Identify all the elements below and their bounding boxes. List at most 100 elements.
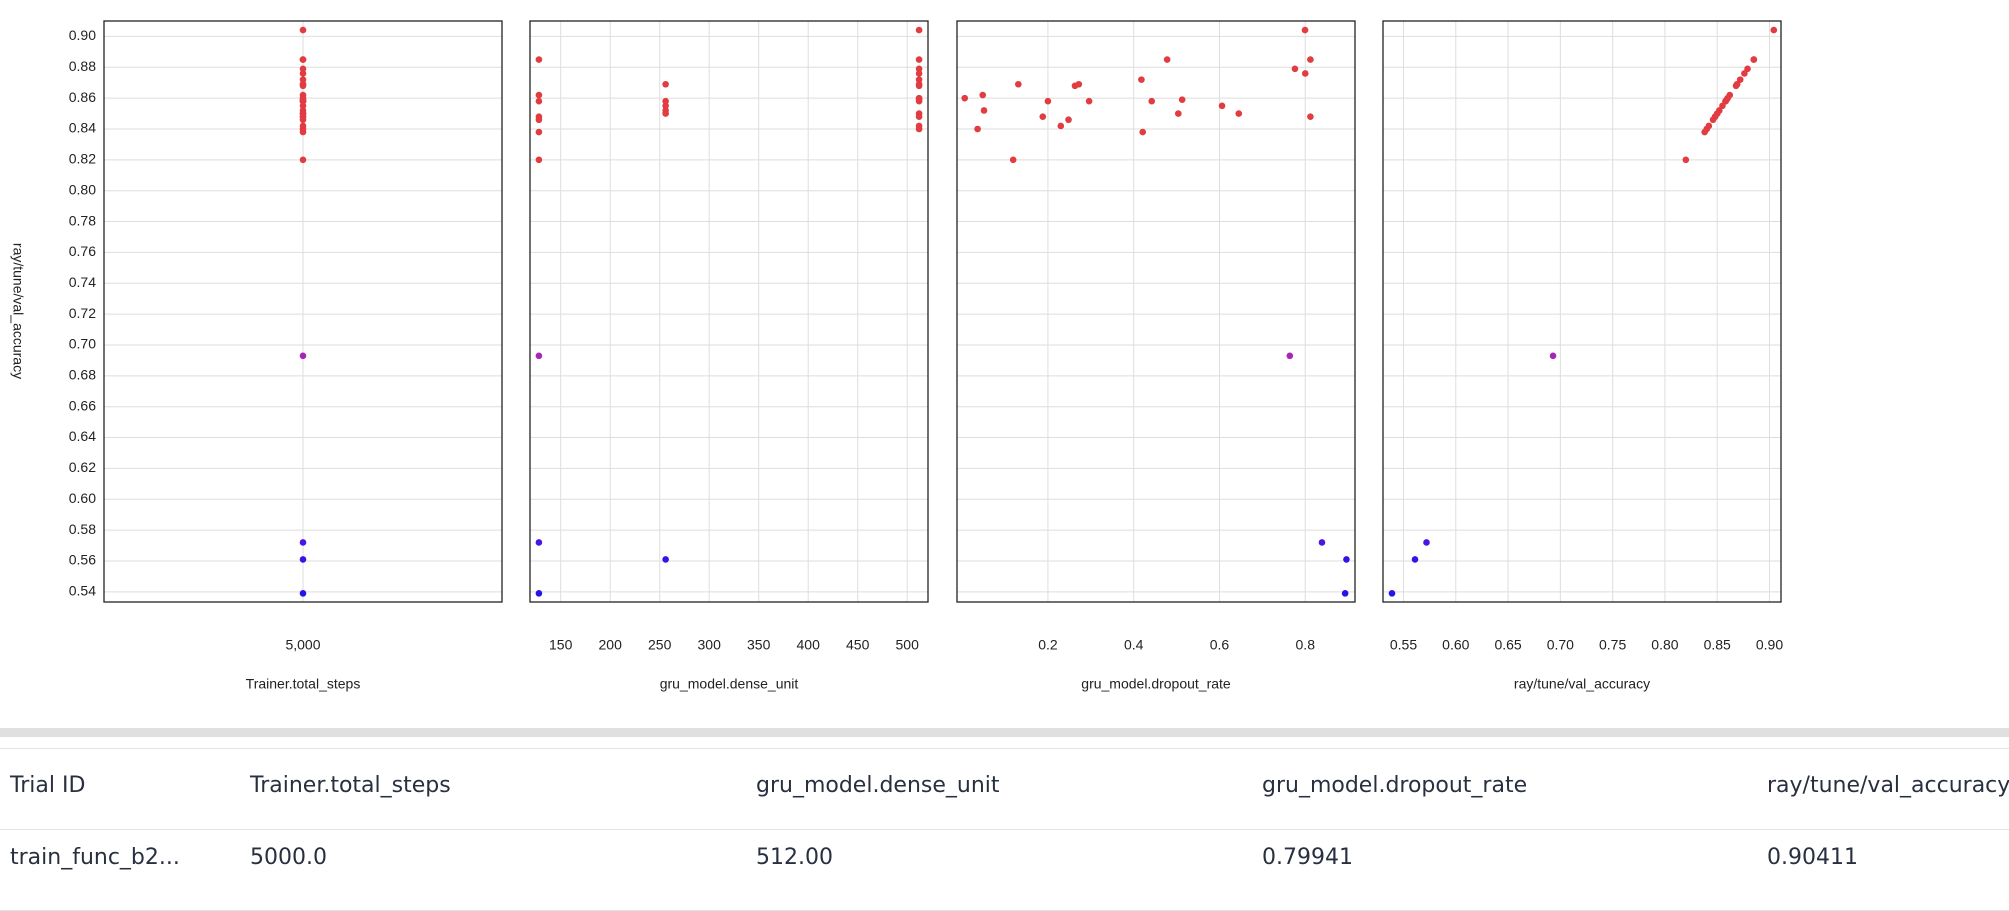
table-header: Trial ID Trainer.total_steps gru_model.den…	[0, 749, 2009, 830]
y-axis-title: ray/tune/val_accuracy	[10, 243, 26, 379]
point	[299, 156, 307, 164]
point	[535, 156, 543, 164]
y-tick-label: 0.86	[69, 89, 96, 105]
point	[915, 122, 923, 130]
x-tick-label: 150	[549, 637, 573, 653]
point	[299, 113, 307, 120]
scatter-matrix: ray/tune/val_accuracy 0.54 0.56 0.58 0.60 0.…	[10, 20, 1783, 692]
y-tick-label: 0.72	[69, 305, 96, 321]
point	[980, 107, 988, 114]
point	[1057, 122, 1065, 130]
point	[1726, 91, 1734, 99]
y-tick-label: 0.56	[69, 552, 96, 568]
x-tick-label: 350	[747, 637, 771, 653]
y-tick-label: 0.88	[69, 58, 96, 74]
point	[1009, 156, 1017, 164]
point	[1711, 113, 1719, 120]
point	[1291, 65, 1299, 73]
y-tick-label: 0.62	[69, 459, 96, 475]
y-tick-label: 0.82	[69, 151, 96, 167]
table-row[interactable]: train_func_b2... 5000.0 512.00 0.79941 0.904…	[0, 830, 2009, 911]
point	[299, 590, 307, 597]
x-tick-label: 0.85	[1704, 637, 1731, 653]
point	[1741, 70, 1748, 77]
point	[1075, 80, 1083, 88]
x-tick-label: 0.75	[1599, 637, 1626, 653]
point	[1175, 110, 1182, 117]
x-tick-label: 200	[599, 637, 623, 653]
y-tick-label: 0.60	[69, 490, 96, 506]
point	[915, 96, 923, 103]
table-cell: 0.79941	[1262, 845, 1353, 870]
y-tick-label: 0.76	[69, 243, 96, 259]
y-tick-label: 0.78	[69, 212, 96, 228]
point	[979, 91, 987, 99]
x-tick-label: 0.90	[1756, 637, 1783, 653]
point	[535, 91, 543, 99]
point	[915, 113, 923, 120]
x-tick-label: 400	[797, 637, 821, 653]
point	[535, 539, 543, 546]
point	[1301, 26, 1309, 34]
divider-line	[0, 737, 2009, 749]
x-tick-label: 300	[698, 637, 722, 653]
point	[1318, 539, 1326, 546]
point	[299, 56, 307, 63]
y-tick-label: 0.54	[69, 583, 96, 599]
table-cell: gru_model.dropout_rate	[1262, 773, 1528, 798]
y-tick-label: 0.74	[69, 274, 96, 290]
point	[915, 56, 923, 63]
point	[299, 70, 307, 77]
y-tick-label: 0.80	[69, 181, 96, 197]
x-axis-title: gru_model.dropout_rate	[1081, 676, 1231, 692]
point	[299, 80, 307, 88]
point	[299, 65, 307, 73]
point	[535, 590, 543, 597]
point	[915, 65, 923, 73]
x-tick-label: 0.60	[1442, 637, 1469, 653]
point	[1388, 590, 1396, 597]
x-tick-label: 0.4	[1124, 637, 1144, 653]
point	[915, 76, 923, 83]
y-tick-label: 0.84	[69, 120, 96, 136]
y-tick-label: 0.70	[69, 336, 96, 352]
table-cell: 512.00	[756, 845, 833, 870]
point	[299, 128, 307, 136]
point	[1065, 116, 1072, 124]
point	[1235, 110, 1243, 117]
point	[961, 94, 969, 102]
point	[1343, 556, 1350, 563]
x-tick-label: 0.2	[1038, 637, 1058, 653]
table-cell: Trainer.total_steps	[250, 773, 451, 798]
point	[1085, 97, 1093, 105]
x-tick-label: 250	[648, 637, 672, 653]
x-tick-label: 0.80	[1651, 637, 1678, 653]
point	[535, 116, 543, 124]
plot-frame	[103, 20, 503, 603]
y-tick-label: 0.90	[69, 27, 96, 43]
point	[299, 122, 307, 130]
point	[1770, 26, 1778, 34]
table-cell: train_func_b2...	[10, 845, 180, 870]
point	[1163, 56, 1171, 63]
point	[1039, 113, 1047, 120]
x-axis-title: ray/tune/val_accuracy	[1514, 676, 1650, 692]
point	[1719, 102, 1726, 110]
x-tick-label: 0.6	[1210, 637, 1230, 653]
point	[915, 26, 923, 34]
trials-table: Trial ID Trainer.total_steps gru_model.den…	[0, 728, 2009, 911]
y-tick-label: 0.58	[69, 521, 96, 537]
table-cell: 0.90411	[1767, 845, 1858, 870]
point	[1178, 96, 1186, 103]
point	[1218, 102, 1226, 110]
x-axis-title: gru_model.dense_unit	[660, 676, 799, 692]
point	[535, 352, 543, 360]
point	[1044, 97, 1052, 105]
plot-frame	[1382, 20, 1782, 603]
table-cell: gru_model.dense_unit	[756, 773, 1000, 798]
table-cell: ray/tune/val_accuracy	[1767, 773, 2009, 798]
point	[1705, 122, 1713, 130]
point	[1015, 80, 1022, 88]
point	[974, 125, 981, 133]
point	[1549, 352, 1557, 360]
